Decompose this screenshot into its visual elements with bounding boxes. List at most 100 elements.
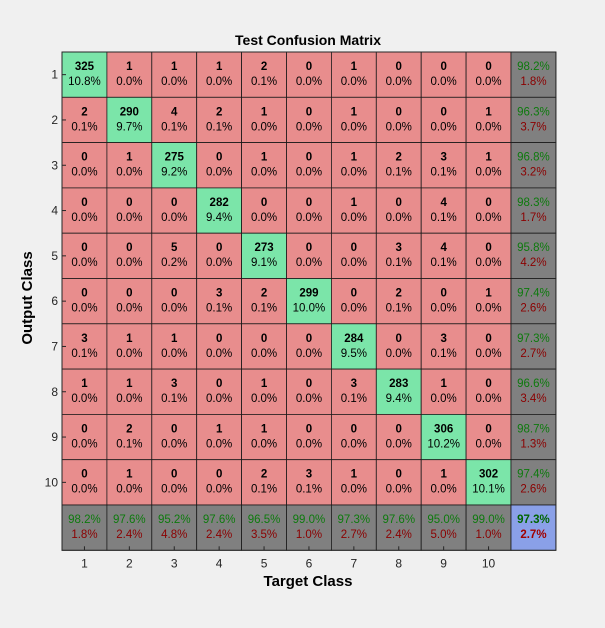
cell-percent: 0.1% [386, 257, 412, 269]
y-tick-label: 9 [51, 430, 58, 444]
cell-percent: 0.0% [386, 348, 412, 360]
cell-background [375, 96, 422, 144]
cell-count: 0 [216, 469, 222, 481]
cell-count: 0 [396, 106, 402, 118]
summary-background [375, 504, 422, 551]
row-summary-cell: 98.3% 1.7% [510, 187, 557, 234]
cell-background [151, 368, 198, 415]
x-tick-label: 4 [216, 556, 223, 570]
cell-percent: 0.0% [116, 167, 142, 179]
cell-background [330, 142, 377, 189]
row-summary-cell: 96.6% 3.4% [510, 368, 557, 415]
cell-count: 2 [261, 61, 267, 73]
cell-background [420, 232, 467, 279]
row-accuracy: 95.8% [517, 242, 550, 254]
row-accuracy: 96.8% [517, 152, 550, 164]
cell-percent: 0.0% [386, 484, 412, 496]
matrix-cell: 2 0.1% [241, 459, 287, 506]
matrix-cell: 325 10.8% [61, 51, 108, 98]
y-tick-label: 10 [45, 475, 59, 489]
cell-count: 1 [261, 106, 268, 118]
matrix-cell: 2 0.1% [375, 142, 422, 189]
cell-background [465, 368, 512, 415]
cell-count: 273 [254, 242, 273, 254]
cell-count: 0 [306, 61, 312, 73]
cell-background [330, 368, 377, 415]
cell-count: 1 [485, 106, 492, 118]
cell-background [330, 278, 377, 325]
row-accuracy: 98.2% [517, 61, 550, 73]
matrix-cell: 0 0.0% [61, 413, 108, 461]
cell-percent: 9.4% [206, 212, 232, 224]
cell-percent: 0.0% [206, 257, 232, 269]
cell-percent: 0.1% [386, 167, 412, 179]
matrix-cell: 1 0.0% [330, 96, 377, 144]
summary-background [241, 504, 287, 551]
cell-background [420, 142, 467, 189]
cell-background [330, 232, 377, 279]
cell-count: 1 [216, 61, 223, 73]
cell-background [196, 187, 242, 234]
column-summary-cell: 99.0% 1.0% [286, 504, 332, 551]
summary-background [61, 504, 108, 551]
cell-background [286, 142, 332, 189]
cell-background [151, 323, 198, 370]
summary-background [196, 504, 242, 551]
cell-count: 0 [306, 197, 312, 209]
cell-percent: 0.1% [431, 167, 457, 179]
cell-count: 0 [171, 469, 177, 481]
column-accuracy: 98.2% [68, 514, 101, 526]
matrix-cell: 2 0.1% [375, 278, 422, 325]
matrix-cell: 306 10.2% [420, 413, 467, 461]
cell-background [241, 232, 287, 279]
cell-background [465, 413, 512, 461]
cell-count: 299 [299, 288, 318, 300]
cell-count: 0 [126, 242, 132, 254]
overall-background [510, 504, 557, 551]
cell-background [286, 51, 332, 98]
cell-percent: 0.0% [116, 76, 142, 88]
cell-background [61, 142, 108, 189]
matrix-cell: 0 0.0% [106, 232, 153, 279]
matrix-cell: 0 0.0% [375, 323, 422, 370]
matrix-cell: 1 0.0% [241, 142, 287, 189]
cell-count: 0 [81, 288, 87, 300]
matrix-cell: 0 0.0% [286, 96, 332, 144]
cell-percent: 0.1% [341, 393, 367, 405]
matrix-cell: 0 0.0% [106, 278, 153, 325]
cell-count: 2 [396, 152, 402, 164]
cell-percent: 0.1% [71, 121, 97, 133]
cell-background [151, 51, 198, 98]
cell-background [330, 323, 377, 370]
matrix-cell: 0 0.0% [286, 232, 332, 279]
cell-background [106, 368, 153, 415]
cell-percent: 0.0% [251, 212, 277, 224]
cell-count: 0 [81, 469, 87, 481]
cell-count: 3 [351, 378, 357, 390]
cell-count: 1 [351, 469, 358, 481]
cell-percent: 0.0% [475, 257, 501, 269]
cell-percent: 0.1% [431, 212, 457, 224]
cell-background [61, 323, 108, 370]
summary-background [510, 459, 557, 506]
cell-percent: 0.0% [296, 438, 322, 450]
cell-count: 1 [261, 423, 268, 435]
cell-background [286, 459, 332, 506]
cell-percent: 0.0% [475, 303, 501, 315]
cell-background [465, 278, 512, 325]
cell-percent: 9.4% [386, 393, 412, 405]
matrix-cell: 1 0.0% [241, 413, 287, 461]
cell-count: 4 [440, 197, 447, 209]
matrix-cell: 0 0.0% [286, 142, 332, 189]
column-error: 2.4% [206, 529, 232, 541]
cell-count: 3 [396, 242, 402, 254]
matrix-cell: 302 10.1% [465, 459, 512, 506]
summary-background [510, 368, 557, 415]
matrix-cell: 2 0.1% [196, 96, 242, 144]
cell-background [241, 413, 287, 461]
matrix-cells: 32510.8%10.0%10.0%10.0%20.1%00.0%10.0%00… [61, 51, 557, 551]
cell-count: 0 [306, 152, 312, 164]
cell-background [241, 51, 287, 98]
cell-count: 1 [126, 469, 133, 481]
row-accuracy: 97.4% [517, 469, 550, 481]
